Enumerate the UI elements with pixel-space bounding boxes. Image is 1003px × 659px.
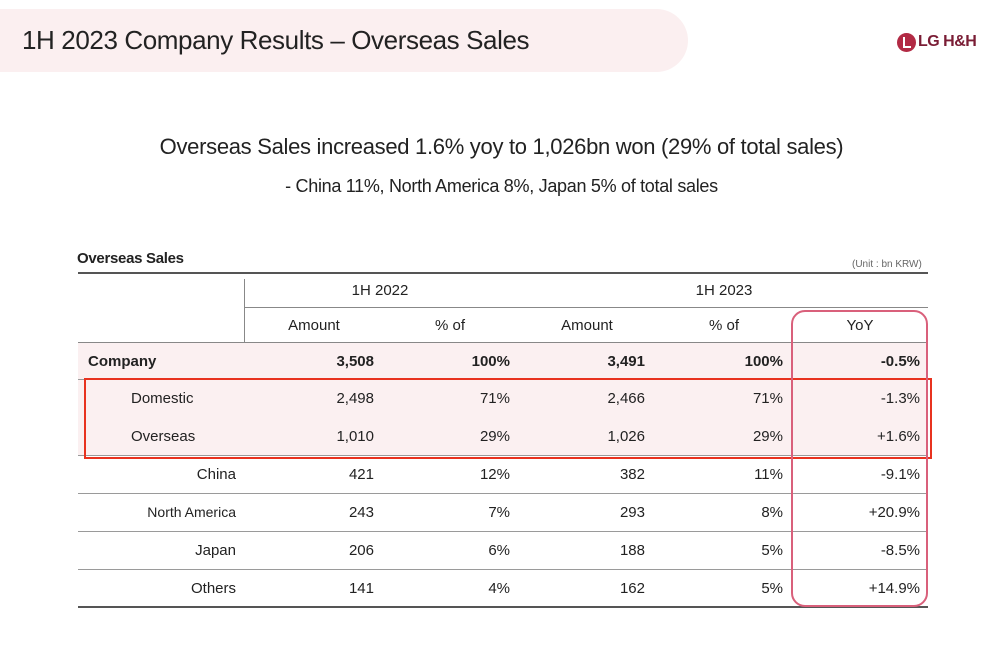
others-share-2022: 4%	[488, 580, 510, 597]
period-divider	[244, 307, 928, 308]
china-amount-2022: 421	[348, 466, 374, 483]
col-header-share-2023: % of	[708, 317, 739, 334]
china-yoy: -9.1%	[880, 466, 920, 483]
row-divider	[78, 455, 928, 456]
company-row-shade	[78, 343, 928, 379]
domestic-overseas-highlight-box	[84, 378, 932, 459]
japan-share-2023: 5%	[761, 542, 783, 559]
company-amount-2023: 3,491	[607, 353, 645, 370]
row-divider	[78, 493, 928, 494]
company-amount-2022: 3,508	[336, 353, 374, 370]
domestic-amount-2023: 2,466	[607, 390, 645, 407]
row-label-others: Others	[190, 580, 236, 597]
others-amount-2022: 141	[348, 580, 374, 597]
overseas-amount-2022: 1,010	[336, 428, 374, 445]
header-vertical-divider	[244, 279, 245, 343]
company-yoy: -0.5%	[880, 353, 920, 370]
others-amount-2023: 162	[619, 580, 645, 597]
overseas-yoy: +1.6%	[877, 428, 920, 445]
yoy-column-highlight-box	[791, 310, 928, 607]
china-share-2023: 11%	[754, 466, 783, 483]
row-label-japan: Japan	[195, 542, 236, 559]
row-divider	[78, 531, 928, 532]
title-banner	[0, 9, 688, 72]
overseas-amount-2023: 1,026	[607, 428, 645, 445]
company-logo: LG H&H	[897, 31, 977, 53]
japan-amount-2022: 206	[348, 542, 374, 559]
domestic-share-2023: 71%	[752, 390, 783, 407]
period-header-2022: 1H 2022	[351, 282, 409, 299]
china-share-2022: 12%	[479, 466, 510, 483]
period-header-2023: 1H 2023	[695, 282, 753, 299]
domestic-yoy: -1.3%	[880, 390, 920, 407]
row-label-company: Company	[88, 353, 157, 370]
domestic-share-2022: 71%	[479, 390, 510, 407]
north-america-share-2022: 7%	[488, 504, 510, 521]
header-bottom-border	[78, 342, 928, 343]
row-label-overseas: Overseas	[131, 428, 196, 445]
table-bottom-border	[78, 606, 928, 608]
domestic-amount-2022: 2,498	[336, 390, 374, 407]
north-america-share-2023: 8%	[761, 504, 783, 521]
summary-headline: Overseas Sales increased 1.6% yoy to 1,0…	[159, 134, 844, 159]
north-america-amount-2023: 293	[619, 504, 645, 521]
row-label-north-america: North America	[147, 504, 236, 520]
japan-yoy: -8.5%	[880, 542, 920, 559]
logo-text: LG H&H	[918, 33, 977, 50]
others-yoy: +14.9%	[868, 580, 920, 597]
col-header-share-2022: % of	[434, 317, 465, 334]
overseas-share-2022: 29%	[479, 428, 510, 445]
japan-amount-2023: 188	[619, 542, 645, 559]
summary-subline: - China 11%, North America 8%, Japan 5% …	[285, 176, 718, 196]
unit-label: (Unit : bn KRW)	[852, 259, 922, 270]
company-share-2023: 100%	[744, 353, 783, 370]
north-america-yoy: +20.9%	[868, 504, 920, 521]
china-amount-2023: 382	[619, 466, 645, 483]
lg-logo-icon	[897, 32, 916, 52]
company-share-2022: 100%	[471, 353, 510, 370]
highlight-row-shade	[78, 380, 928, 455]
col-header-amount-2023: Amount	[561, 317, 613, 334]
others-share-2023: 5%	[761, 580, 783, 597]
row-label-china: China	[196, 466, 236, 483]
overseas-share-2023: 29%	[752, 428, 783, 445]
north-america-amount-2022: 243	[348, 504, 374, 521]
japan-share-2022: 6%	[488, 542, 510, 559]
col-header-yoy: YoY	[846, 317, 874, 334]
row-label-domestic: Domestic	[131, 390, 194, 407]
row-divider	[78, 569, 928, 570]
table-top-border	[78, 272, 928, 274]
col-header-amount-2022: Amount	[288, 317, 340, 334]
page-title: 1H 2023 Company Results – Overseas Sales	[22, 25, 530, 55]
table-title: Overseas Sales	[77, 250, 184, 267]
